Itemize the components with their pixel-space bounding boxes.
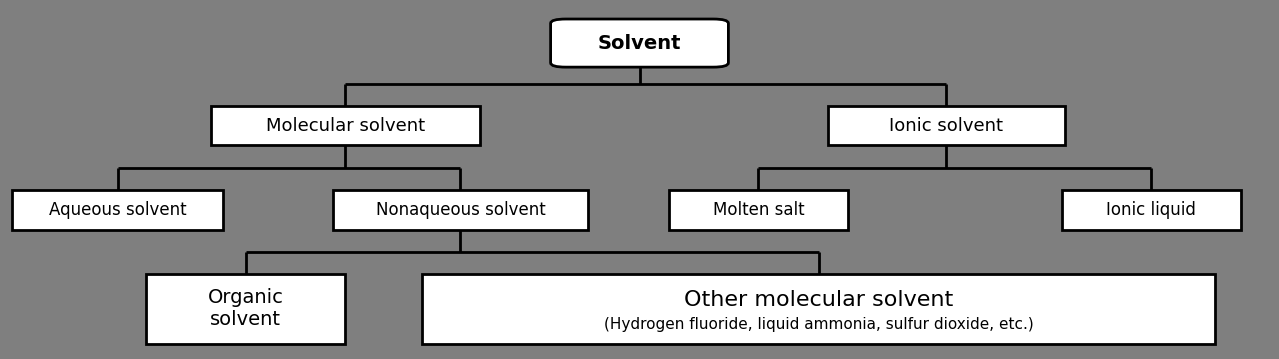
Bar [211,106,480,145]
Text: Molten salt: Molten salt [712,201,804,219]
Text: Organic
solvent: Organic solvent [207,288,284,329]
Bar [1062,190,1241,230]
Text: Solvent: Solvent [597,34,682,52]
FancyBboxPatch shape [550,19,729,67]
Text: Ionic solvent: Ionic solvent [889,117,1004,135]
Bar [146,274,345,344]
Bar [829,106,1064,145]
Text: Molecular solvent: Molecular solvent [266,117,425,135]
Bar [669,190,848,230]
Text: Nonaqueous solvent: Nonaqueous solvent [376,201,545,219]
Text: Ionic liquid: Ionic liquid [1106,201,1196,219]
Text: (Hydrogen fluoride, liquid ammonia, sulfur dioxide, etc.): (Hydrogen fluoride, liquid ammonia, sulf… [604,317,1033,332]
Bar [333,190,588,230]
Bar [422,274,1215,344]
Text: Aqueous solvent: Aqueous solvent [49,201,187,219]
Text: Other molecular solvent: Other molecular solvent [684,290,953,310]
Bar [12,190,223,230]
